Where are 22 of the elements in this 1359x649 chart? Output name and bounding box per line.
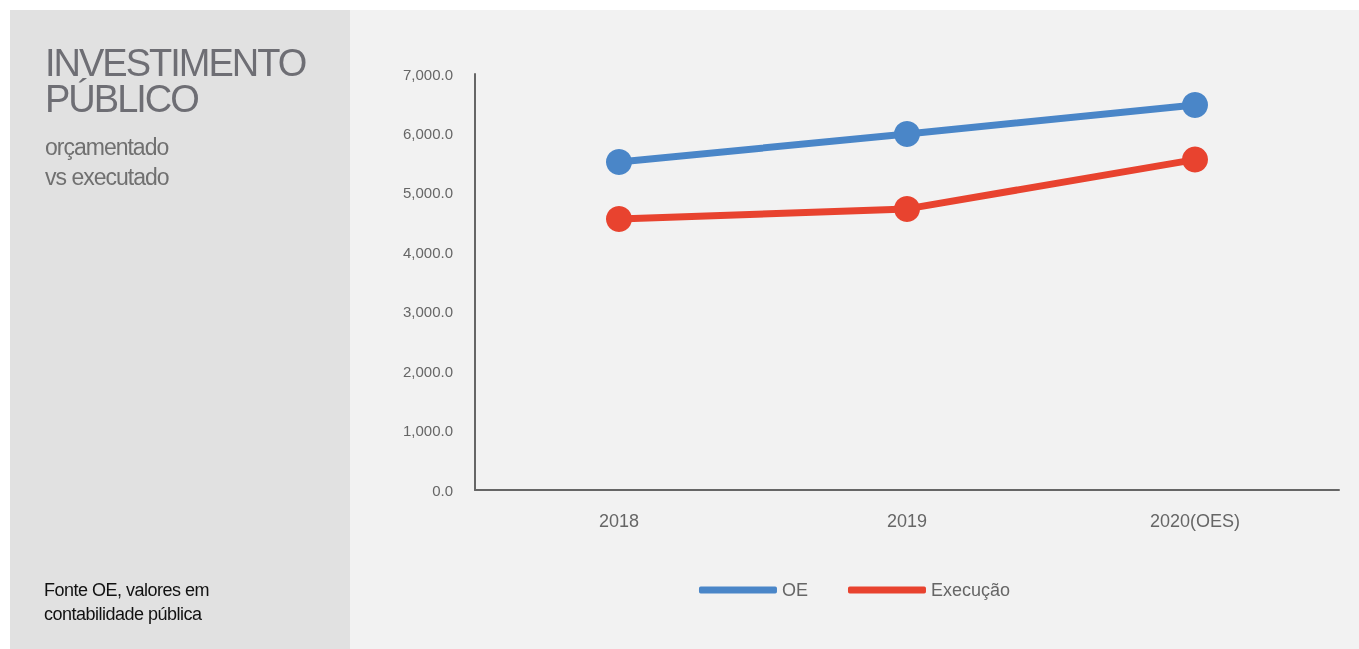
source-note: Fonte OE, valores em contabilidade pública xyxy=(44,579,210,626)
point xyxy=(894,121,920,148)
legend-label: Execução xyxy=(930,580,1011,600)
point xyxy=(1182,146,1208,173)
x-tick-label: 2019 xyxy=(886,511,928,531)
y-tick-label: 7,000.0 xyxy=(402,65,453,83)
y-tick-label: 2,000.0 xyxy=(402,362,453,380)
point xyxy=(1182,91,1208,118)
y-tick-label: 3,000.0 xyxy=(402,303,453,321)
y-tick-label: 0.0 xyxy=(432,481,453,499)
y-tick-label: 1,000.0 xyxy=(402,422,453,440)
x-tick-label: 2020(OES) xyxy=(1149,511,1241,531)
chart-title: INVESTIMENTO PÚBLICO xyxy=(45,42,306,120)
y-tick-label: 4,000.0 xyxy=(402,243,453,261)
point xyxy=(606,206,632,232)
y-tick-label: 5,000.0 xyxy=(402,184,453,202)
legend-label: OE xyxy=(781,580,808,600)
text: orçamentado vs executado xyxy=(45,133,169,192)
point xyxy=(894,195,920,222)
x-tick-label: 2018 xyxy=(598,511,640,531)
point xyxy=(606,148,632,175)
y-tick-label: 6,000.0 xyxy=(402,124,453,142)
